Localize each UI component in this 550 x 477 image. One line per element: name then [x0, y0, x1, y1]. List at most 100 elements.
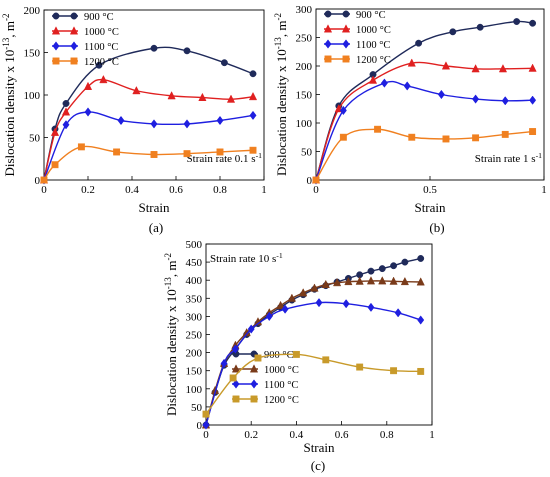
data-point: [472, 134, 480, 142]
data-point: [355, 276, 364, 285]
data-point: [339, 105, 347, 116]
data-point: [417, 255, 425, 262]
data-point: [216, 115, 224, 126]
data-point: [247, 324, 255, 334]
series-line: [205, 301, 421, 426]
legend-marker: [69, 26, 79, 35]
legend-marker: [70, 57, 78, 65]
data-point: [202, 410, 210, 418]
data-point: [312, 176, 320, 184]
data-point: [281, 304, 289, 314]
data-point: [407, 58, 416, 67]
data-point: [389, 276, 398, 285]
data-point: [220, 59, 228, 67]
data-point: [390, 262, 398, 270]
y-tick-label: 0: [35, 175, 41, 187]
data-point: [62, 100, 70, 107]
y-axis-label: Dislocation density x 10-13, m-2: [1, 13, 17, 177]
data-point: [183, 119, 191, 129]
x-tick-label: 0.5: [423, 184, 437, 196]
data-point: [417, 315, 425, 325]
data-point: [342, 299, 350, 309]
legend-marker: [341, 24, 351, 33]
data-point: [249, 110, 257, 121]
data-point: [231, 344, 239, 354]
series-line: [43, 78, 254, 181]
data-point: [366, 276, 376, 285]
legend-marker: [52, 41, 60, 51]
data-point: [415, 39, 423, 47]
y-tick-label: 250: [296, 33, 313, 45]
data-point: [95, 61, 103, 69]
x-tick-label: 1: [261, 184, 267, 196]
y-tick-label: 400: [186, 275, 203, 287]
legend-marker: [250, 395, 258, 403]
data-point: [368, 75, 378, 84]
y-tick-label: 150: [186, 366, 203, 378]
data-point: [77, 143, 85, 151]
data-point: [332, 277, 342, 287]
legend-label: 1000 °C: [84, 27, 119, 38]
y-tick-label: 350: [186, 293, 203, 305]
data-point: [254, 354, 262, 362]
data-point: [183, 47, 191, 55]
y-tick-label: 200: [296, 61, 313, 73]
legend-marker: [342, 55, 350, 63]
data-point: [471, 64, 480, 73]
y-tick-label: 150: [296, 90, 313, 102]
x-tick-label: 0: [313, 184, 319, 196]
data-point: [287, 293, 296, 302]
legend-marker: [232, 395, 240, 403]
x-tick-label: 0: [41, 184, 47, 196]
x-tick-label: 0: [203, 429, 209, 441]
x-axis-label: Strain: [303, 440, 335, 455]
data-point: [529, 128, 537, 136]
data-point: [321, 279, 330, 288]
x-tick-label: 0.4: [290, 429, 304, 441]
data-point: [529, 95, 537, 105]
data-point: [528, 63, 537, 72]
data-point: [367, 302, 375, 312]
data-point: [437, 89, 445, 100]
data-point: [150, 119, 158, 129]
legend-label: 1000 °C: [356, 25, 391, 36]
x-tick-label: 0.8: [380, 429, 394, 441]
legend-marker: [324, 39, 332, 49]
data-point: [249, 70, 257, 78]
legend-label: 1200 °C: [356, 55, 391, 66]
plot-frame: [205, 243, 433, 426]
data-point: [380, 78, 388, 88]
data-point: [83, 81, 93, 90]
data-point: [265, 311, 273, 322]
x-axis-label: Strain: [138, 200, 170, 215]
chart-panel-c: 0 0.2 0.4 0.6 0.8 1 0 50 100 150 200 250 300 350 400 45…: [163, 239, 435, 473]
data-point: [394, 308, 402, 318]
data-point: [390, 367, 398, 375]
data-point: [315, 298, 323, 308]
y-tick-label: 200: [24, 5, 41, 17]
data-point: [248, 91, 258, 101]
y-tick-label: 200: [186, 348, 203, 360]
legend-marker: [232, 379, 240, 389]
data-point: [408, 133, 416, 141]
y-tick-label: 100: [296, 118, 313, 130]
data-point: [529, 19, 537, 27]
chart-panel-a: 0 0.2 0.4 0.6 0.8 1 0 50 100 150 200 Strain Dislocat…: [1, 5, 267, 235]
data-point: [400, 276, 409, 286]
y-tick-label: 300: [186, 311, 203, 323]
y-tick-label: 500: [186, 239, 203, 251]
data-point: [339, 133, 347, 141]
data-point: [513, 18, 521, 25]
x-tick-label: 0.6: [169, 184, 183, 196]
data-point: [276, 300, 285, 309]
legend-label: 1100 °C: [356, 40, 390, 51]
data-point: [51, 161, 59, 169]
legend-label: 900 °C: [84, 12, 114, 23]
data-point: [374, 125, 382, 133]
legend-label: 1200 °C: [264, 395, 299, 406]
legend-marker: [70, 41, 78, 51]
data-point: [501, 130, 509, 138]
data-point: [310, 283, 319, 292]
y-tick-label: 300: [296, 4, 313, 16]
data-point: [226, 94, 236, 103]
